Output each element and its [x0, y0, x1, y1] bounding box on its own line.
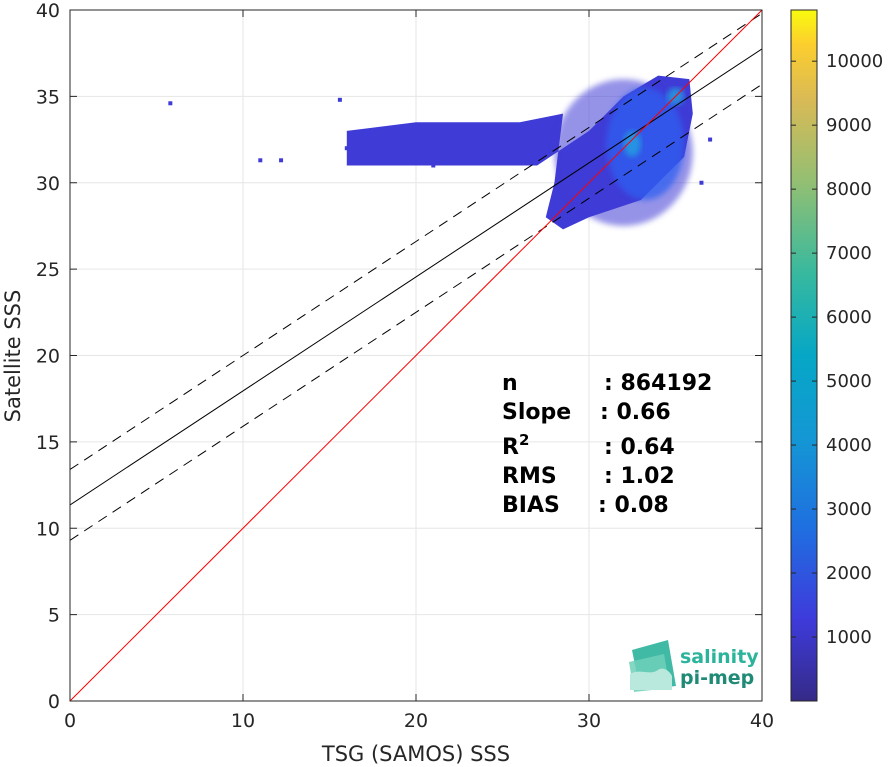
density-outlier	[168, 101, 173, 106]
density-outlier	[699, 180, 704, 185]
density-cloud	[168, 75, 713, 230]
stat-label: n	[502, 371, 518, 396]
density-outlier	[279, 158, 284, 163]
identity-line	[70, 10, 762, 701]
y-axis-label: Satellite SSS	[1, 290, 25, 423]
y-tick-label: 40	[36, 0, 60, 22]
fit-lower-dashed-line	[70, 83, 762, 541]
y-tick-label: 15	[36, 432, 60, 454]
colorbar-tick-label: 5000	[826, 371, 872, 392]
stat-value: : 0.08	[598, 493, 669, 518]
y-tick-label: 20	[36, 346, 60, 368]
colorbar-tick-label: 3000	[826, 499, 872, 520]
density-outlier	[708, 137, 713, 142]
x-tick-label: 10	[231, 710, 255, 732]
fit-upper-dashed-line	[70, 13, 762, 470]
logo-text-pi-mep: pi-mep	[680, 667, 754, 689]
y-tick-label: 0	[48, 691, 60, 713]
x-axis-label: TSG (SAMOS) SSS	[321, 742, 510, 766]
density-outlier	[344, 146, 349, 151]
y-tick-label: 5	[48, 605, 60, 627]
salinity-pi-mep-logo: salinity pi-mep	[629, 640, 759, 692]
density-outlier	[337, 97, 342, 102]
x-tick-label: 20	[404, 710, 428, 732]
x-tick-label: 30	[577, 710, 601, 732]
density-blob-medium	[606, 87, 685, 201]
logo-text-salinity: salinity	[680, 646, 759, 668]
y-tick-label: 30	[36, 173, 60, 195]
colorbar-tick-label: 1000	[826, 627, 872, 648]
x-tick-label: 0	[64, 710, 76, 732]
y-tick-label: 35	[36, 86, 60, 108]
y-axis: 0 5 10 15 20 25 30 35 40	[36, 0, 762, 713]
stat-value: : 0.66	[600, 400, 671, 425]
stat-label: RMS	[502, 464, 557, 489]
colorbar-tick-label: 8000	[826, 179, 872, 200]
stat-label: Slope	[502, 400, 571, 425]
stat-label: BIAS	[502, 493, 560, 518]
colorbar-tick-label: 6000	[826, 307, 872, 328]
colorbar-tick-label: 4000	[826, 435, 872, 456]
y-tick-label: 25	[36, 259, 60, 281]
colorbar-tick-label: 9000	[826, 115, 872, 136]
density-outlier	[258, 158, 263, 163]
colorbar-ticks: 1000 2000 3000 4000 5000 6000 7000 8000 9000 1000…	[791, 51, 883, 648]
stat-value: : 1.02	[604, 464, 675, 489]
y-tick-label: 10	[36, 518, 60, 540]
colorbar	[790, 9, 818, 702]
x-axis: 0 10 20 30 40	[64, 10, 774, 732]
colorbar-tick-label: 10000	[826, 51, 883, 72]
stat-value: : 864192	[604, 371, 712, 396]
x-tick-label: 40	[750, 710, 774, 732]
colorbar-tick-label: 7000	[826, 243, 872, 264]
regression-lines	[70, 10, 762, 701]
stat-value: : 0.64	[604, 435, 675, 460]
colorbar-tick-label: 2000	[826, 563, 872, 584]
density-outlier	[431, 163, 436, 168]
